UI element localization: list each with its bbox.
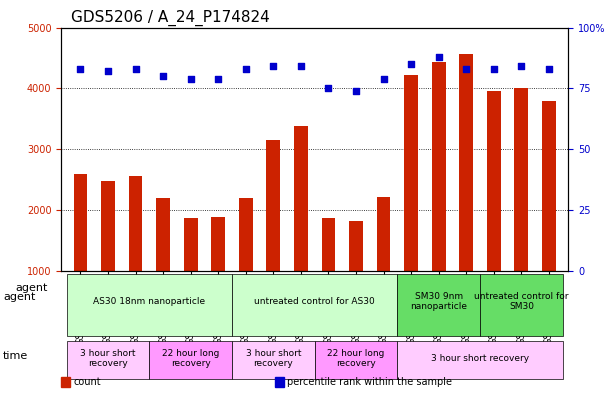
Point (296, 63, 306, 70)
Text: AS30 18nm nanoparticle: AS30 18nm nanoparticle (93, 297, 205, 306)
Point (103, 68, 113, 74)
Point (434, 53, 444, 60)
Text: percentile rank within the sample: percentile rank within the sample (287, 377, 452, 387)
Point (186, 75, 196, 82)
Text: untreated control for AS30: untreated control for AS30 (254, 297, 375, 306)
Bar (129, 176, 142, 271)
Point (544, 66, 554, 72)
FancyBboxPatch shape (232, 342, 315, 379)
Text: GDS5206 / A_24_P174824: GDS5206 / A_24_P174824 (71, 10, 270, 26)
Point (406, 61, 416, 67)
Point (241, 66, 251, 72)
FancyBboxPatch shape (67, 342, 149, 379)
Bar (266, 140, 280, 271)
Bar (321, 218, 335, 271)
Point (351, 88, 361, 94)
Point (379, 75, 389, 82)
Bar (101, 181, 115, 271)
Text: agent: agent (15, 283, 48, 293)
Bar (404, 75, 418, 271)
Point (489, 66, 499, 72)
Bar (294, 126, 308, 271)
Text: 3 hour short
recovery: 3 hour short recovery (80, 349, 136, 368)
FancyBboxPatch shape (232, 274, 397, 336)
FancyBboxPatch shape (67, 274, 232, 336)
Point (268, 63, 278, 70)
Bar (514, 88, 529, 271)
Point (76, 66, 86, 72)
Text: count: count (73, 377, 101, 387)
Point (324, 85, 334, 92)
Point (158, 73, 168, 79)
Text: 3 hour short
recovery: 3 hour short recovery (246, 349, 301, 368)
Text: untreated control for
SM30: untreated control for SM30 (474, 292, 569, 311)
Text: SM30 9nm
nanoparticle: SM30 9nm nanoparticle (410, 292, 467, 311)
Bar (376, 196, 390, 271)
FancyBboxPatch shape (397, 342, 563, 379)
Text: 22 hour long
recovery: 22 hour long recovery (162, 349, 219, 368)
Point (516, 63, 526, 70)
Bar (487, 91, 500, 271)
Point (461, 66, 471, 72)
FancyBboxPatch shape (149, 342, 232, 379)
Text: agent: agent (3, 292, 35, 302)
Bar (459, 54, 473, 271)
Text: 3 hour short recovery: 3 hour short recovery (431, 354, 529, 363)
Bar (73, 174, 87, 271)
Bar (239, 198, 253, 271)
Text: 22 hour long
recovery: 22 hour long recovery (327, 349, 385, 368)
Bar (349, 221, 363, 271)
Bar (156, 198, 170, 271)
Bar (211, 217, 225, 271)
Text: time: time (3, 351, 28, 361)
Point (131, 66, 141, 72)
Bar (184, 218, 197, 271)
FancyBboxPatch shape (315, 342, 397, 379)
Bar (542, 101, 556, 271)
Point (213, 75, 223, 82)
FancyBboxPatch shape (397, 274, 480, 336)
FancyBboxPatch shape (480, 274, 563, 336)
Bar (432, 62, 445, 271)
